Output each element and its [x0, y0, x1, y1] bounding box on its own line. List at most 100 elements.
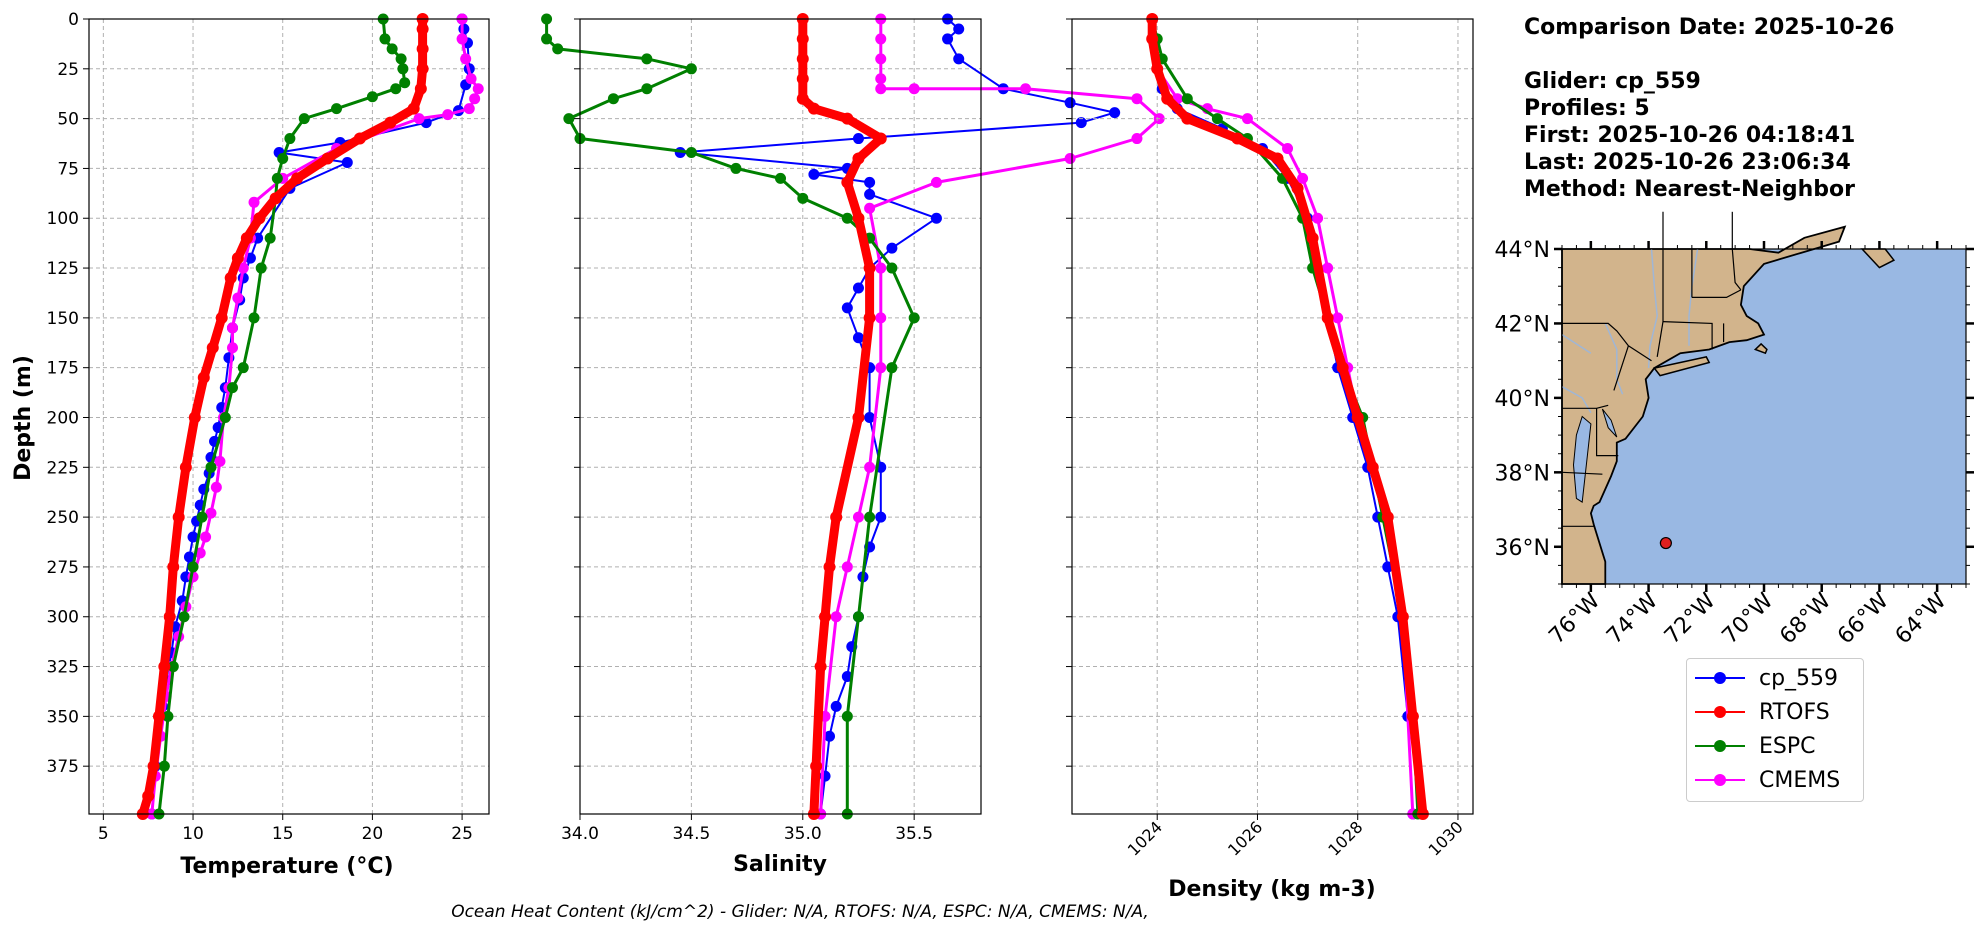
series-point-cp_559 [953, 53, 965, 65]
series-point-ESPC [379, 33, 391, 45]
series-point-RTOFS [852, 212, 865, 225]
series-point-RTOFS [796, 32, 809, 45]
series-point-cp_559 [864, 188, 876, 200]
series-point-RTOFS [810, 760, 823, 773]
lon-label: 68°W [1775, 588, 1836, 649]
series-point-ESPC [255, 262, 267, 274]
series-point-RTOFS [807, 102, 820, 115]
series-point-cp_559 [953, 23, 965, 35]
series-point-cp_559 [187, 531, 199, 543]
series-point-CMEMS [908, 83, 920, 95]
lat-label: 42°N [1495, 312, 1550, 337]
series-point-CMEMS [875, 362, 887, 374]
axes-frame [1071, 18, 1474, 815]
series-point-ESPC [226, 382, 238, 394]
series-line-ESPC [545, 19, 916, 814]
series-point-CMEMS [442, 109, 454, 121]
y-tick-label: 75 [57, 159, 79, 179]
legend-marker [1714, 706, 1726, 718]
series-point-RTOFS [1351, 411, 1364, 424]
series-line-RTOFS [138, 19, 428, 816]
series-point-ESPC [797, 192, 809, 204]
series-point-RTOFS [197, 371, 210, 384]
series-point-cp_559 [1064, 97, 1076, 109]
series-point-CMEMS [1131, 93, 1143, 105]
series-point-ESPC [248, 312, 260, 324]
series-point-ESPC [178, 611, 190, 623]
series-point-cp_559 [942, 33, 954, 45]
series-point-CMEMS [1332, 312, 1344, 324]
series-point-RTOFS [1396, 610, 1409, 623]
legend-marker [1714, 774, 1726, 786]
series-point-cp_559 [864, 411, 876, 423]
series-point-RTOFS [841, 176, 854, 189]
y-tick-label: 375 [47, 757, 79, 777]
series-point-RTOFS [1366, 461, 1379, 474]
legend-label: ESPC [1759, 733, 1816, 759]
series-point-RTOFS [152, 710, 165, 723]
series-point-CMEMS [1241, 113, 1253, 125]
x-tick-label: 35.5 [895, 824, 933, 844]
series-point-ESPC [264, 232, 276, 244]
series-point-CMEMS [875, 312, 887, 324]
glider-location-marker [1659, 536, 1672, 550]
x-tick-label: 5 [98, 824, 109, 844]
series-point-RTOFS [414, 82, 427, 95]
series-point-ESPC [541, 13, 553, 25]
series-point-ESPC [1181, 93, 1193, 105]
series-point-cp_559 [886, 242, 898, 254]
y-tick-label: 100 [47, 209, 79, 229]
series-point-RTOFS [841, 112, 854, 125]
depth-axis-label: Depth (m) [11, 355, 36, 481]
series-point-RTOFS [1161, 92, 1174, 105]
series-point-RTOFS [291, 172, 304, 185]
series-point-RTOFS [1291, 182, 1304, 195]
series-point-ESPC [886, 262, 898, 274]
state-border [1613, 345, 1629, 391]
y-tick-label: 200 [47, 408, 79, 428]
series-point-RTOFS [163, 610, 176, 623]
series-point-CMEMS [465, 73, 477, 85]
series-point-ESPC [641, 53, 653, 65]
comparison-date: Comparison Date: 2025-10-26 [1524, 15, 1895, 40]
legend-label: RTOFS [1759, 699, 1830, 725]
series-point-RTOFS [172, 511, 185, 524]
series-point-ESPC [841, 710, 853, 722]
series-point-RTOFS [224, 272, 237, 285]
series-point-cp_559 [875, 511, 887, 523]
series-line-cp_559 [679, 18, 1116, 815]
series-point-ESPC [386, 43, 398, 55]
legend-item: CMEMS [1695, 765, 1840, 795]
series-point-CMEMS [864, 461, 876, 473]
series-point-RTOFS [1271, 152, 1284, 165]
x-tick-label: 34.0 [561, 824, 599, 844]
series-point-cp_559 [930, 212, 942, 224]
legend-item: cp_559 [1695, 663, 1838, 693]
series-point-ESPC [196, 511, 208, 523]
y-tick-label: 0 [68, 10, 79, 30]
series-point-CMEMS [864, 202, 876, 214]
series-point-CMEMS [875, 73, 887, 85]
land [1561, 225, 1847, 585]
last-time: Last: 2025-10-26 23:06:34 [1524, 150, 1851, 175]
series-point-RTOFS [416, 22, 429, 35]
series-point-ESPC [277, 152, 289, 164]
x-tick-label: 34.5 [672, 824, 710, 844]
series-point-RTOFS [158, 660, 171, 673]
river [1647, 248, 1658, 369]
series-point-ESPC [158, 760, 170, 772]
series-point-ESPC [167, 661, 179, 673]
x-tick-label: 25 [451, 824, 473, 844]
series-point-ESPC [886, 362, 898, 374]
x-tick-label: 10 [182, 824, 204, 844]
series-point-CMEMS [237, 262, 249, 274]
glider-name: Glider: cp_559 [1524, 69, 1701, 94]
series-point-RTOFS [1181, 112, 1194, 125]
y-tick-label: 25 [57, 60, 79, 80]
y-tick-label: 50 [57, 110, 79, 130]
location-map: 44°N 42°N 40°N 38°N 36°N 76°W74°W72°W70°W68°W… [1495, 211, 1974, 649]
series-point-RTOFS [823, 560, 836, 573]
series-point-CMEMS [852, 511, 864, 523]
series-point-RTOFS [416, 62, 429, 75]
